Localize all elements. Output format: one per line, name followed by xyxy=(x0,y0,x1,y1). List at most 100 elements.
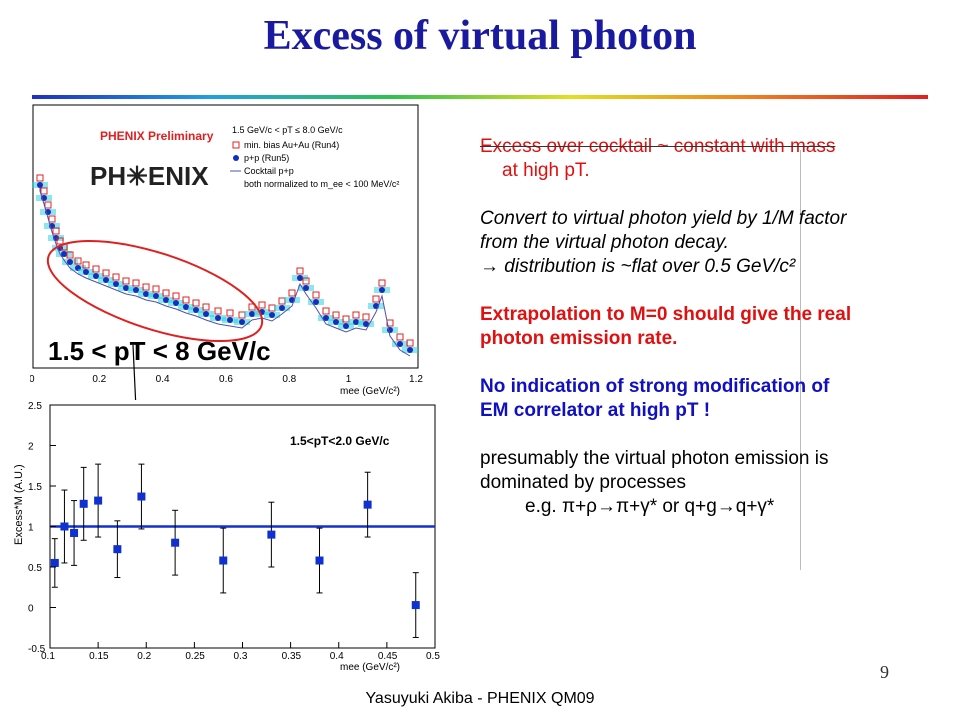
top-auau-marker xyxy=(92,265,100,273)
top-pp-marker xyxy=(83,269,89,275)
footer-text: Yasuyuki Akiba - PHENIX QM09 xyxy=(365,690,595,707)
data-point xyxy=(411,601,420,610)
data-point xyxy=(70,528,79,537)
bottom-ytick-label: 2.5 xyxy=(28,401,42,412)
bottom-data-series xyxy=(50,463,435,638)
top-pp-marker xyxy=(239,319,245,325)
top-auau-marker xyxy=(152,285,160,293)
text-line-5: → distribution is ~flat over 0.5 GeV/c² xyxy=(480,256,796,277)
pt-range-annotation: 1.5 < pT < 8 GeV/c xyxy=(48,336,271,366)
top-auau-marker xyxy=(52,227,60,235)
top-pp-marker xyxy=(163,297,169,303)
top-pp-marker xyxy=(215,315,221,321)
text-line-3: Convert to virtual photon yield by 1/M f… xyxy=(480,208,847,229)
bottom-tick-labels: 0.1 0.15 0.2 0.25 0.3 0.35 0.4 0.45 0.5 -0.5 0 0.5 1… xyxy=(28,401,440,662)
top-auau-marker xyxy=(112,273,120,281)
bottom-ytick-label: 1 xyxy=(28,523,34,534)
text-line-11: dominated by processes xyxy=(480,472,686,493)
top-pp-marker xyxy=(249,311,255,317)
top-pp-marker xyxy=(123,285,129,291)
bottom-ylabel: Excess*M (A.U.) xyxy=(13,464,25,545)
top-auau-marker xyxy=(102,269,110,277)
top-pp-marker xyxy=(397,341,403,347)
mass-spectrum-plot: PHENIX Preliminary PH✳ENIX 1.5 GeV/c < p… xyxy=(30,100,440,400)
top-xtick-label: 0.6 xyxy=(219,374,233,385)
top-auau-marker xyxy=(248,303,256,311)
top-pp-marker xyxy=(297,275,303,281)
top-auau-marker xyxy=(372,295,380,303)
bottom-xtick-label: 0.3 xyxy=(234,651,248,662)
top-auau-marker xyxy=(226,309,234,317)
top-pp-marker xyxy=(363,321,369,327)
top-auau-marker xyxy=(362,313,370,321)
bottom-xtick-label: 0.25 xyxy=(185,651,205,662)
top-auau-marker xyxy=(74,257,82,265)
legend-normalization: both normalized to m_ee < 100 MeV/c² xyxy=(244,179,399,189)
top-auau-marker xyxy=(132,279,140,287)
data-point xyxy=(60,522,69,531)
top-auau-marker xyxy=(40,187,48,195)
bottom-xtick-label: 0.45 xyxy=(378,651,398,662)
bottom-xtick-label: 0.15 xyxy=(89,651,109,662)
data-point xyxy=(113,545,122,554)
text-line-8: No indication of strong modification of xyxy=(480,376,830,397)
top-pp-marker xyxy=(279,305,285,311)
top-pp-marker xyxy=(407,347,413,353)
bottom-ytick-label: 1.5 xyxy=(28,482,42,493)
top-pp-marker xyxy=(323,315,329,321)
top-xtick-labels: 0 0.2 0.4 0.6 0.8 1 1.2 xyxy=(30,374,423,385)
text-line-4: from the virtual photon decay. xyxy=(480,232,729,253)
text-line-7: photon emission rate. xyxy=(480,328,678,349)
bottom-xtick-label: 0.2 xyxy=(137,651,151,662)
top-auau-marker xyxy=(162,289,170,297)
top-auau-marker xyxy=(48,215,56,223)
text-panel-divider xyxy=(800,150,801,570)
top-pp-marker xyxy=(183,304,189,310)
top-pp-marker xyxy=(227,317,233,323)
top-auau-marker xyxy=(202,303,210,311)
top-pp-marker xyxy=(313,299,319,305)
top-xlabel: mee (GeV/c²) xyxy=(340,386,400,397)
top-pp-marker xyxy=(93,273,99,279)
top-auau-marker xyxy=(44,201,52,209)
top-pp-marker xyxy=(133,287,139,293)
top-auau-marker xyxy=(192,299,200,307)
top-auau-marker xyxy=(214,307,222,315)
bottom-ytick-label: 0.5 xyxy=(28,563,42,574)
top-pp-marker xyxy=(193,307,199,313)
top-pp-marker xyxy=(353,319,359,325)
legend-marker-pp xyxy=(233,155,239,161)
top-pp-marker xyxy=(113,281,119,287)
excess-plot: Excess*M (A.U.) 1.5<pT<2.0 GeV/c 0.1 0.15… xyxy=(10,400,440,675)
top-data-series xyxy=(32,174,418,357)
top-pp-marker xyxy=(37,182,43,188)
page-number: 9 xyxy=(880,662,889,682)
phenix-logo: PH✳ENIX xyxy=(90,161,209,191)
bottom-xlabel: mee (GeV/c²) xyxy=(340,662,400,673)
data-point xyxy=(267,530,276,539)
top-xtick-label: 0.2 xyxy=(92,374,106,385)
bottom-ytick-label: -0.5 xyxy=(28,644,46,655)
top-auau-marker xyxy=(66,251,74,259)
top-cocktail-line xyxy=(39,188,411,357)
top-pp-marker xyxy=(203,311,209,317)
legend-pp: p+p (Run5) xyxy=(244,153,289,163)
top-xtick-label: 0.4 xyxy=(156,374,170,385)
data-point xyxy=(50,558,59,567)
top-pp-marker xyxy=(333,319,339,325)
top-auau-marker xyxy=(172,292,180,300)
top-auau-marker xyxy=(406,339,414,347)
top-legend-range: 1.5 GeV/c < pT ≤ 8.0 GeV/c xyxy=(232,125,343,135)
top-auau-marker xyxy=(258,301,266,309)
legend-auau: min. bias Au+Au (Run4) xyxy=(244,140,339,150)
top-auau-marker xyxy=(36,174,44,182)
top-pp-marker xyxy=(143,291,149,297)
top-pp-marker xyxy=(173,300,179,306)
text-line-6: Extrapolation to M=0 should give the rea… xyxy=(480,304,852,325)
bottom-xtick-label: 0.35 xyxy=(282,651,302,662)
data-point xyxy=(79,499,88,508)
top-xtick-label: 1 xyxy=(346,374,352,385)
top-pp-marker xyxy=(379,287,385,293)
top-pp-marker xyxy=(343,323,349,329)
top-auau-marker xyxy=(288,289,296,297)
